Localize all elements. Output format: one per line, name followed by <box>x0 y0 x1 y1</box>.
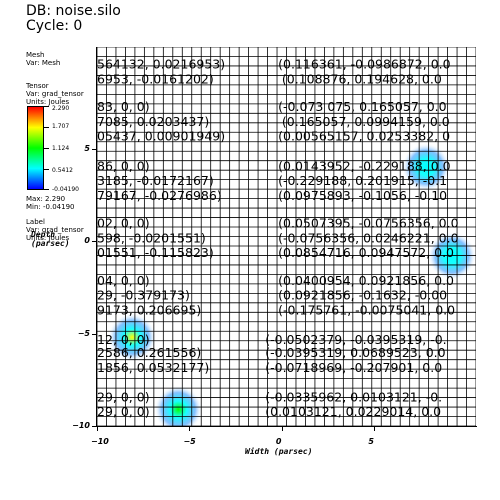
tensor-label: (-0.175761, -0.0075041, 0.0 <box>278 303 455 318</box>
tensor-label: (-0.0502379, -0.0395319, -0. <box>265 332 446 347</box>
label-legend-units: Units: Joules <box>26 234 70 242</box>
x-tick-label: −5 <box>183 437 196 446</box>
y-tick-label: −5 <box>77 328 90 338</box>
database-title: DB: noise.silo <box>26 3 121 19</box>
x-tick-mark <box>374 426 376 431</box>
tensor-label: 2586, 0.261556) <box>97 345 201 360</box>
tensor-label: 1856, 0.0532177) <box>97 360 209 375</box>
tensor-label: 79167, -0.0276986) <box>97 188 222 203</box>
tensor-labels: 564132, 0.0216953) (0.116361, -0.0986872,… <box>97 57 459 420</box>
field-blob <box>427 231 476 280</box>
tensor-label: (-0.073 075, 0.165057, 0.0 <box>278 99 446 114</box>
tensor-label: 12, 0, 0) <box>97 332 150 347</box>
tensor-label: 9173, 0.206695) <box>97 303 201 318</box>
colorbar-label-lower: 0.5412 <box>52 167 73 174</box>
x-tick-mark <box>97 426 98 431</box>
tensor-label: 29, 0, 0) <box>97 404 150 419</box>
tensor-label: (0.00565157, 0.0253382, 0 <box>278 129 450 144</box>
colorbar-tick <box>44 106 49 107</box>
tensor-label: 598, -0.0201551) <box>97 230 206 245</box>
colorbar-label-min: -0.04190 <box>52 186 79 193</box>
tensor-legend-units: Units: Joules <box>26 98 70 106</box>
colorbar-tick <box>44 127 49 128</box>
mesh-legend: Mesh Var: Mesh <box>26 51 60 67</box>
tensor-label: (-0.229188, 0.201915, -0.1 <box>278 173 447 188</box>
tensor-label: (0.0921856, -0.1632, -0.00 <box>278 288 447 303</box>
x-tick-label: 0 <box>275 437 282 446</box>
y-tick-mark <box>92 426 97 427</box>
max-value: Max: 2.290 <box>26 195 66 203</box>
tensor-label: 564132, 0.0216953) <box>97 57 225 72</box>
mesh-legend-title: Mesh <box>26 51 45 59</box>
tensor-label: (0.0143952, -0.229188, 0.0 <box>278 158 450 173</box>
tensor-label: (-0.0756356, 0.0246221, 0.0 <box>278 230 458 245</box>
y-axis-title-unit: (parsec) <box>31 239 70 248</box>
tensor-label: (-0.0718969, -0.207901, 0.0 <box>265 360 442 375</box>
y-axis-title-line: Depth <box>31 230 56 239</box>
tensor-label: (0.116361, -0.0986872, 0.0 <box>278 57 450 72</box>
tensor-label: 3185, -0.0172167) <box>97 173 214 188</box>
label-legend: Label Var: grad_tensor Units: Joules <box>26 218 84 242</box>
tensor-label: 29, 0, 0) <box>97 389 150 404</box>
tensor-label: (0.0975893, -0.1056, -0.10 <box>278 188 447 203</box>
x-axis-title: Width (parsec) <box>245 447 313 456</box>
color-scale-bar <box>27 106 44 190</box>
tensor-field-plot: 564132, 0.0216953) (0.116361, -0.0986872,… <box>97 47 476 426</box>
colorbar-tick <box>44 169 49 170</box>
x-axis-line <box>96 426 477 427</box>
tensor-label: 29, -0.379173) <box>97 288 190 303</box>
colorbar-label-upper: 1.707 <box>52 123 70 130</box>
x-tick-mark <box>189 426 191 431</box>
tensor-label: (0.165057, 0.0994159, 0.0 <box>282 114 450 129</box>
colorbar-tick <box>44 148 49 149</box>
y-tick-label: −10 <box>72 421 90 430</box>
tensor-label: 04, 0, 0) <box>97 273 150 288</box>
field-blob <box>154 385 203 426</box>
mesh-legend-var: Var: Mesh <box>26 59 61 67</box>
tensor-label: 6953, -0.0161202) <box>97 71 214 86</box>
tensor-label: (-0.0395319, 0.0689523, 0.0 <box>265 345 445 360</box>
x-tick-mark <box>281 426 283 431</box>
y-axis-title: Depth (parsec) <box>31 230 70 248</box>
tensor-label: (0.0400954, 0.0921856, 0.0 <box>278 273 454 288</box>
tensor-legend-title: Tensor <box>26 82 49 90</box>
label-legend-var: Var: grad_tensor <box>26 226 84 234</box>
y-tick-mark <box>92 333 97 335</box>
y-axis-line <box>96 47 97 427</box>
tensor-legend-var: Var: grad_tensor <box>26 90 84 98</box>
tensor-label: (0.0854716, 0.0947572, 0.0 <box>278 245 454 260</box>
min-max-readout: Max: 2.290 Min: -0.04190 <box>26 195 74 211</box>
y-tick-label: 5 <box>84 143 90 153</box>
min-value: Min: -0.04190 <box>26 203 75 211</box>
x-tick-label: 5 <box>368 437 374 446</box>
tensor-label: 83, 0, 0) <box>97 99 150 114</box>
tensor-label: 02, 0, 0) <box>97 216 150 231</box>
mesh-grid <box>97 47 476 426</box>
y-tick-label: 0 <box>84 236 90 246</box>
plot-viewport[interactable]: 564132, 0.0216953) (0.116361, -0.0986872,… <box>97 47 476 426</box>
colorbar-label-middle: 1.124 <box>52 145 70 152</box>
tensor-legend: Tensor Var: grad_tensor Units: Joules <box>26 82 84 106</box>
colorbar-label-max: 2.290 <box>52 105 70 112</box>
label-legend-title: Label <box>26 218 45 226</box>
tensor-label: (0.108876, 0.194628, 0.0 <box>282 71 442 86</box>
tensor-label: 86, 0, 0) <box>97 158 150 173</box>
tensor-label: (-0.0335962, 0.0103121, -0. <box>265 389 442 404</box>
x-tick-label: −10 <box>91 437 109 446</box>
y-tick-mark <box>92 148 97 150</box>
colorbar-tick <box>44 189 49 190</box>
tensor-label: 01551, -0.115823) <box>97 245 214 260</box>
tensor-label: 7085, 0.0203437) <box>97 114 209 129</box>
tensor-label: (0.0103121, 0.0229014, 0.0 <box>265 404 441 419</box>
cycle-label: Cycle: 0 <box>26 18 83 34</box>
tensor-label: (0.0507395, -0.0756356, 0.0 <box>278 216 458 231</box>
tensor-label: 05437, 0.00901949) <box>97 129 225 144</box>
y-tick-mark <box>92 241 97 243</box>
